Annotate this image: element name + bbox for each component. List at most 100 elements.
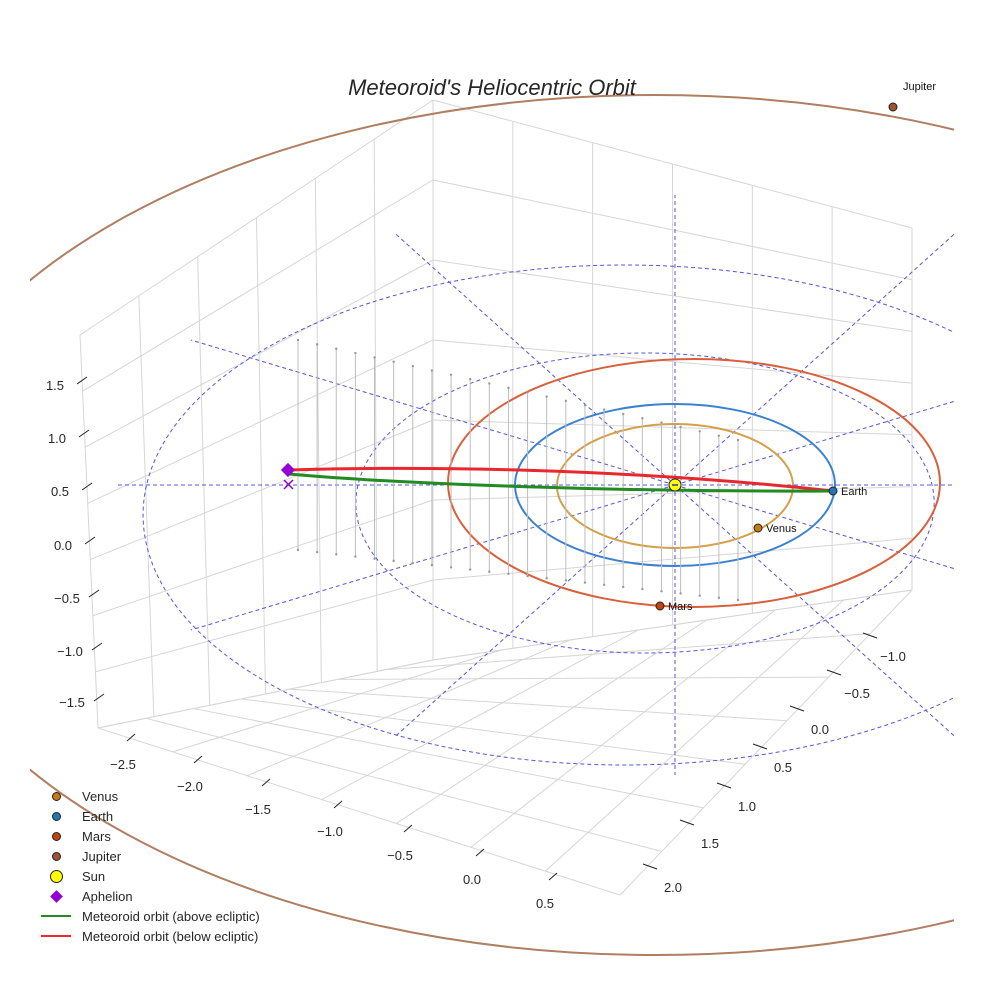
legend-item: Venus: [36, 786, 260, 806]
axes-grid: [79, 99, 913, 896]
x-tick-label: 0.5: [536, 896, 554, 911]
legend-item: Sun: [36, 866, 260, 886]
meteoroid-orbit: [288, 466, 834, 493]
legend-item: Meteoroid orbit (below ecliptic): [36, 926, 260, 946]
y-tick-label: 0.0: [811, 722, 829, 737]
meteoroid-drop-lines: [296, 338, 740, 602]
z-tick-label: −1.5: [59, 695, 85, 710]
legend-label: Venus: [82, 788, 119, 804]
drop-point: [602, 583, 606, 586]
y-tick-mark: [679, 819, 695, 826]
x-tick-label: −1.0: [317, 824, 343, 839]
drop-point: [736, 598, 740, 602]
drop-point: [564, 399, 568, 403]
grid-line: [470, 609, 776, 848]
drop-point: [411, 364, 414, 368]
y-tick-mark: [752, 743, 768, 750]
radial-spoke: [190, 339, 676, 486]
y-tick-label: 0.5: [774, 760, 792, 775]
drop-point: [296, 548, 300, 552]
grid-line: [432, 537, 913, 581]
drop-point: [660, 421, 663, 424]
radial-spoke: [674, 400, 954, 486]
drop-point: [392, 360, 395, 363]
drop-point: [315, 343, 319, 346]
drop-point: [679, 592, 682, 595]
grid-line: [432, 589, 913, 661]
z-tick-label: 1.5: [46, 378, 64, 393]
drop-point: [430, 564, 434, 567]
x-tick-mark: [126, 733, 136, 742]
y-tick-label: −1.0: [880, 649, 906, 664]
orbit-above-ecliptic: [288, 472, 834, 493]
z-tick-label: 0.5: [51, 484, 69, 499]
drop-point: [449, 566, 453, 569]
legend-label: Aphelion: [82, 888, 133, 904]
grid-line: [432, 419, 913, 436]
planet-earth: [828, 486, 838, 496]
grid-line: [321, 629, 639, 801]
x-tick-mark: [261, 778, 271, 787]
legend-dot-icon: [36, 786, 76, 806]
z-tick-mark: [81, 482, 93, 491]
z-tick-label: 0.0: [54, 538, 72, 553]
drop-point: [717, 434, 721, 437]
x-tick-label: 0.0: [463, 872, 481, 887]
planet-label: Venus: [766, 523, 797, 535]
y-tick-mark: [716, 782, 732, 789]
grid-line: [92, 499, 434, 617]
drop-point: [468, 377, 472, 381]
bodies: Venus Earth Mars Jupiter: [280, 81, 936, 613]
grid-line: [373, 139, 378, 672]
legend-item: Mars: [36, 826, 260, 846]
x-tick-mark: [193, 755, 203, 764]
z-tick-mark: [76, 376, 88, 385]
grid-line: [314, 178, 322, 683]
z-tick-mark: [91, 642, 103, 651]
drop-point: [622, 412, 625, 416]
legend-label: Mars: [82, 828, 111, 844]
drop-point: [411, 561, 414, 565]
x-tick-mark: [475, 848, 485, 857]
drop-point: [698, 594, 701, 597]
grid-line: [432, 339, 913, 384]
planet-label: Earth: [841, 486, 867, 498]
drop-point: [622, 585, 625, 589]
legend-item: Jupiter: [36, 846, 260, 866]
aphelion-marker: [280, 462, 296, 478]
radial-spoke: [395, 233, 676, 486]
y-tick-mark: [862, 632, 878, 639]
drop-point: [736, 438, 740, 442]
drop-point: [354, 555, 357, 558]
drop-point: [679, 425, 682, 429]
grid-line: [432, 99, 913, 229]
legend-dot-icon: [36, 806, 76, 826]
x-tick-label: −2.5: [110, 757, 136, 772]
legend-line-icon: [36, 926, 76, 946]
grid-line: [87, 339, 434, 504]
grid-line: [172, 649, 502, 753]
reference-ring: [142, 264, 954, 766]
legend-label: Sun: [82, 868, 106, 884]
drop-point: [717, 596, 721, 600]
drop-point: [354, 351, 357, 355]
legend-dot-icon: [36, 846, 76, 866]
y-tick-label: −0.5: [844, 686, 870, 701]
planet-mars: [655, 601, 665, 611]
legend-line-icon: [36, 906, 76, 926]
z-tick-label: −0.5: [54, 591, 80, 606]
x-tick-mark: [548, 872, 558, 881]
drop-point: [507, 572, 510, 576]
legend-diamond-icon: [36, 886, 76, 906]
grid-line: [432, 179, 913, 281]
grid-line: [545, 599, 844, 872]
chart-title: Meteoroid's Heliocentric Orbit: [348, 75, 637, 100]
drop-point: [430, 369, 434, 372]
planet-jupiter: [888, 102, 898, 112]
grid-line: [385, 633, 871, 671]
grid-line: [337, 676, 829, 680]
x-tick-label: −1.5: [245, 802, 271, 817]
grid-line: [82, 179, 434, 392]
orbit-below-ecliptic: [288, 466, 834, 493]
grid-line: [97, 659, 434, 729]
